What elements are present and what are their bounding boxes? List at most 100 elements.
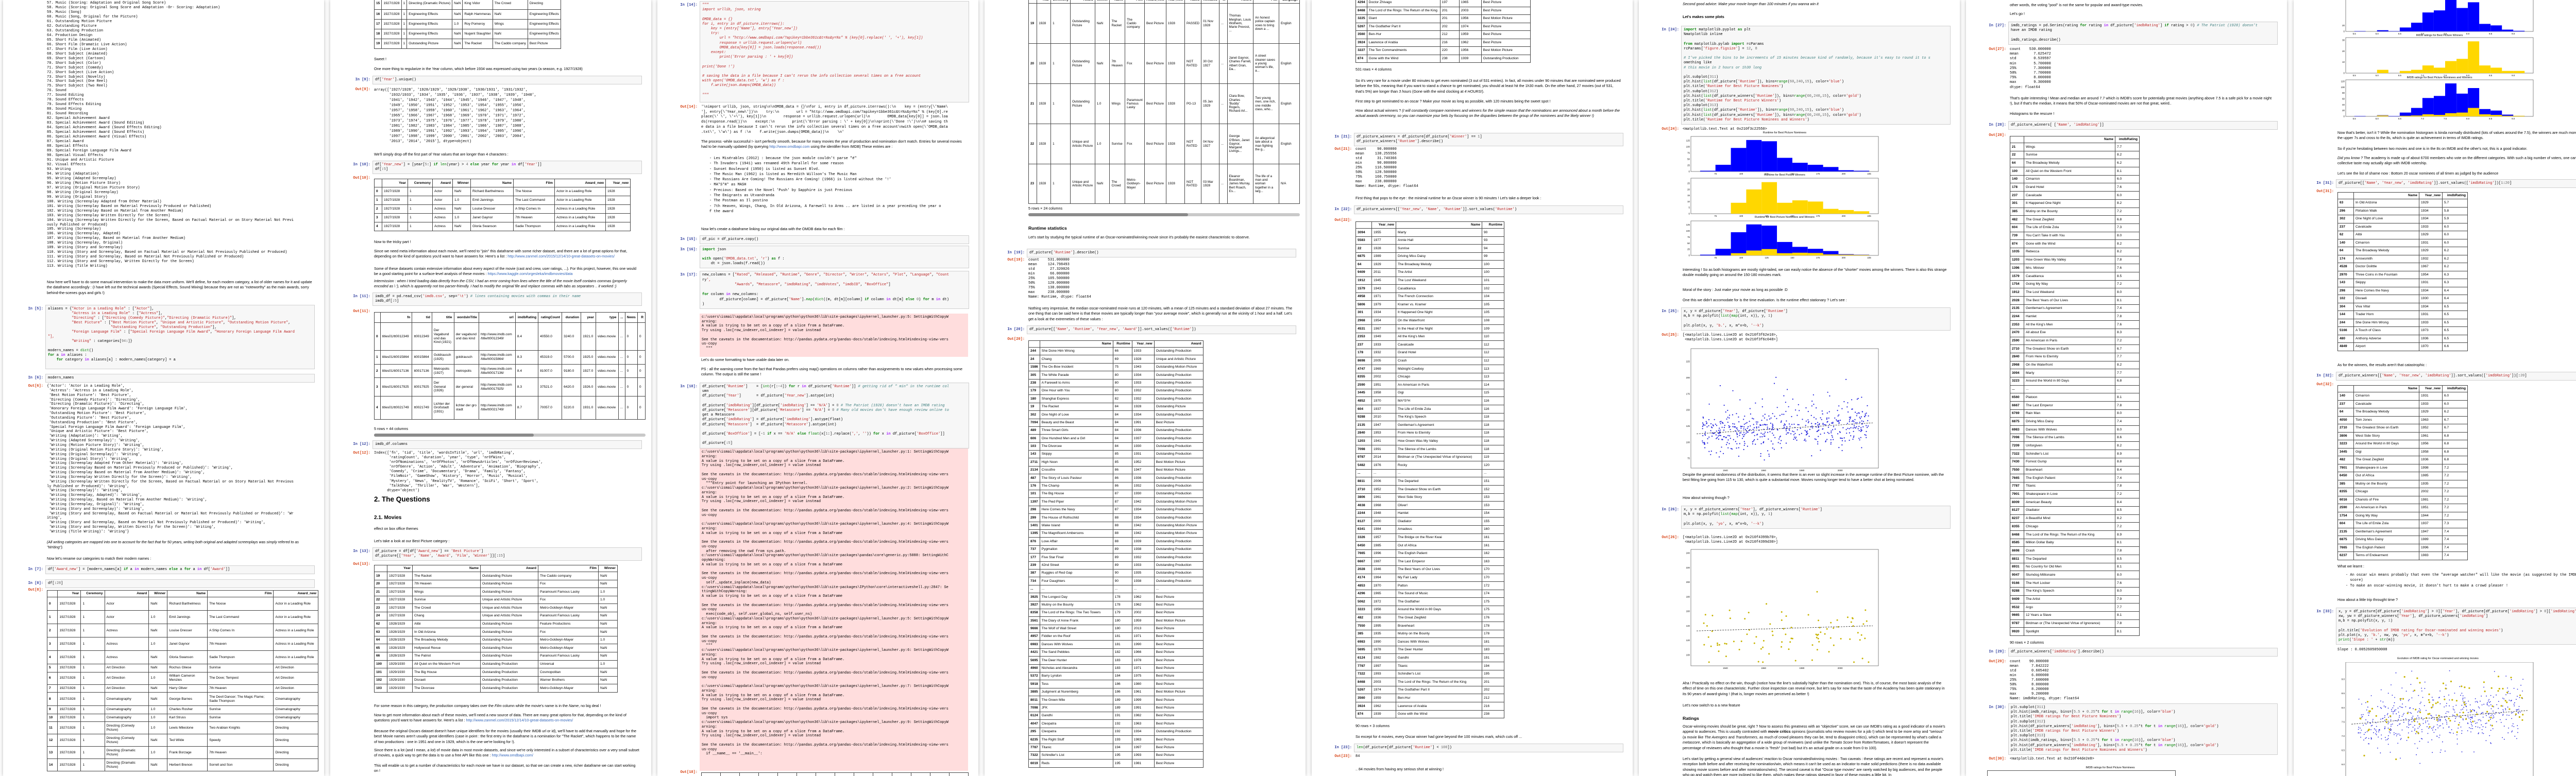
svg-text:5: 5 xyxy=(1689,206,1690,209)
svg-text:125: 125 xyxy=(1686,223,1690,226)
svg-text:150: 150 xyxy=(1686,409,1690,411)
svg-text:8.0: 8.0 xyxy=(2466,117,2470,120)
svg-text:160: 160 xyxy=(1686,610,1690,613)
svg-text:5.5: 5.5 xyxy=(2353,32,2357,35)
svg-text:225: 225 xyxy=(1686,360,1690,363)
svg-text:75: 75 xyxy=(1714,215,1717,217)
svg-text:120: 120 xyxy=(2341,80,2345,83)
svg-text:100: 100 xyxy=(1686,441,1690,443)
svg-text:125: 125 xyxy=(1765,215,1769,217)
svg-text:9.0: 9.0 xyxy=(2342,678,2345,681)
svg-text:75: 75 xyxy=(1714,256,1717,259)
svg-text:200: 200 xyxy=(1842,256,1846,259)
svg-text:8.0: 8.0 xyxy=(2466,32,2470,35)
svg-text:0: 0 xyxy=(1689,213,1690,215)
svg-text:200: 200 xyxy=(1842,215,1846,217)
svg-text:1940: 1940 xyxy=(1723,667,1728,669)
svg-text:75: 75 xyxy=(1687,151,1690,154)
svg-text:6.0: 6.0 xyxy=(2342,763,2345,766)
svg-text:240: 240 xyxy=(1686,552,1690,555)
svg-text:7.0: 7.0 xyxy=(2421,117,2425,120)
svg-text:120: 120 xyxy=(1686,639,1690,642)
svg-text:8.0: 8.0 xyxy=(2466,74,2470,77)
svg-text:175: 175 xyxy=(1816,256,1820,259)
svg-text:8.5: 8.5 xyxy=(2489,74,2493,77)
svg-text:20: 20 xyxy=(2342,24,2345,27)
svg-text:100: 100 xyxy=(1686,230,1690,232)
svg-text:40: 40 xyxy=(2342,104,2345,106)
svg-text:20: 20 xyxy=(1687,188,1690,191)
svg-text:200: 200 xyxy=(1842,173,1846,175)
svg-text:Runtime for Best Picture Nomin: Runtime for Best Picture Nominees xyxy=(1763,131,1806,134)
svg-text:125: 125 xyxy=(1686,425,1690,427)
svg-text:0: 0 xyxy=(2344,115,2345,118)
svg-text:100: 100 xyxy=(1686,653,1690,656)
svg-text:0: 0 xyxy=(1689,254,1690,257)
svg-text:8.5: 8.5 xyxy=(2342,692,2345,695)
svg-text:10: 10 xyxy=(2342,61,2345,63)
svg-text:125: 125 xyxy=(1765,173,1769,175)
svg-text:100: 100 xyxy=(1739,256,1743,259)
svg-text:6.5: 6.5 xyxy=(2342,749,2345,752)
svg-text:175: 175 xyxy=(1816,215,1820,217)
svg-text:100: 100 xyxy=(2341,86,2345,89)
svg-text:225: 225 xyxy=(1867,173,1871,175)
svg-text:0: 0 xyxy=(2344,30,2345,33)
svg-text:0: 0 xyxy=(2344,72,2345,75)
svg-text:220: 220 xyxy=(1686,566,1690,569)
svg-text:60: 60 xyxy=(2342,98,2345,100)
svg-text:175: 175 xyxy=(1686,392,1690,395)
svg-text:0: 0 xyxy=(1689,170,1690,173)
svg-text:Runtime for Best Picture Winne: Runtime for Best Picture Winners xyxy=(1764,174,1805,177)
svg-text:25: 25 xyxy=(1687,248,1690,251)
svg-text:5.5: 5.5 xyxy=(2353,117,2357,120)
svg-text:2000: 2000 xyxy=(1838,667,1843,669)
svg-text:10: 10 xyxy=(1687,200,1690,203)
svg-text:180: 180 xyxy=(1686,595,1690,598)
svg-text:6.5: 6.5 xyxy=(2398,32,2402,35)
svg-text:6.5: 6.5 xyxy=(2398,117,2402,120)
svg-text:25: 25 xyxy=(1687,182,1690,185)
svg-text:50: 50 xyxy=(1687,242,1690,245)
svg-text:225: 225 xyxy=(1867,256,1871,259)
svg-text:25: 25 xyxy=(1687,164,1690,167)
svg-text:1980: 1980 xyxy=(1800,469,1805,472)
svg-text:5.5: 5.5 xyxy=(2353,74,2357,77)
svg-text:8.5: 8.5 xyxy=(2489,32,2493,35)
svg-text:150: 150 xyxy=(1790,215,1794,217)
svg-text:125: 125 xyxy=(1686,139,1690,142)
svg-text:6.5: 6.5 xyxy=(2398,74,2402,77)
svg-text:175: 175 xyxy=(1816,173,1820,175)
svg-text:7.5: 7.5 xyxy=(2444,32,2447,35)
svg-text:9.0: 9.0 xyxy=(2512,74,2515,77)
svg-text:2000: 2000 xyxy=(1838,469,1843,472)
svg-text:150: 150 xyxy=(1790,173,1794,175)
svg-text:6.0: 6.0 xyxy=(2376,32,2379,35)
svg-text:Runtime for Best Picture Nomin: Runtime for Best Picture Nominees and Wi… xyxy=(1755,216,1815,219)
svg-text:7.5: 7.5 xyxy=(2342,720,2345,723)
svg-text:6.0: 6.0 xyxy=(2376,117,2379,120)
svg-text:7.0: 7.0 xyxy=(2421,74,2425,77)
svg-text:20: 20 xyxy=(2342,50,2345,53)
svg-text:80: 80 xyxy=(2342,92,2345,94)
svg-text:100: 100 xyxy=(1739,173,1743,175)
svg-text:7.5: 7.5 xyxy=(2444,74,2447,77)
svg-text:IMDB ratings for Best Picture: IMDB ratings for Best Picture Winners xyxy=(2416,34,2463,37)
svg-text:1960: 1960 xyxy=(1761,667,1766,669)
svg-text:7.0: 7.0 xyxy=(2342,735,2345,737)
svg-text:75: 75 xyxy=(1687,457,1690,460)
svg-text:30: 30 xyxy=(2342,39,2345,42)
svg-text:7.0: 7.0 xyxy=(2421,32,2425,35)
svg-text:6.0: 6.0 xyxy=(2376,74,2379,77)
svg-text:200: 200 xyxy=(1686,581,1690,583)
svg-text:75: 75 xyxy=(1714,173,1717,175)
svg-text:125: 125 xyxy=(1765,256,1769,259)
svg-text:8.5: 8.5 xyxy=(2489,117,2493,120)
svg-text:100: 100 xyxy=(1686,145,1690,148)
svg-text:15: 15 xyxy=(1687,194,1690,197)
svg-text:75: 75 xyxy=(1687,236,1690,238)
svg-text:100: 100 xyxy=(1739,215,1743,217)
svg-text:225: 225 xyxy=(1867,215,1871,217)
svg-text:1980: 1980 xyxy=(1800,667,1805,669)
svg-text:8.0: 8.0 xyxy=(2342,706,2345,709)
